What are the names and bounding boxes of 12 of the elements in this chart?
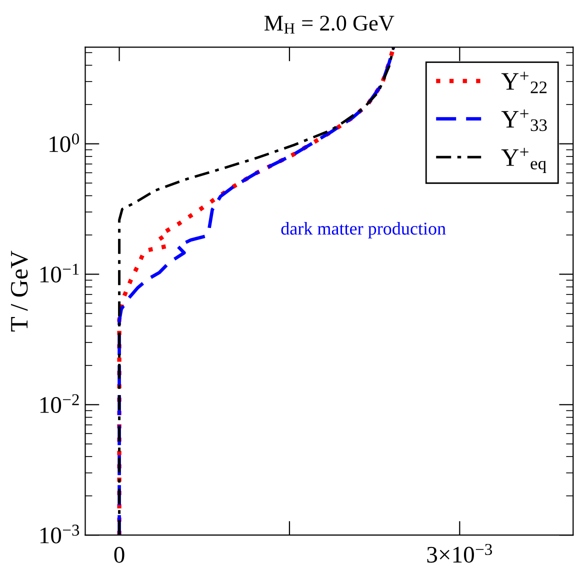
y-tick-label: 10$^{−2}$ [40, 394, 79, 413]
y-tick-label: 10$^{0}$ [50, 133, 79, 152]
y-tick-label: 10$^{−1}$ [40, 264, 79, 283]
y-tick-label: 10$^{−3}$ [40, 524, 80, 544]
x-tick-label: 3×10$^{−3}$ [427, 544, 492, 563]
annotation: dark matter production [281, 222, 446, 238]
chart-title: M$_{H}$ = 2.0 GeV [264, 16, 394, 34]
x-tick-label: 0 [114, 546, 124, 563]
legend-label: Y$^{+}$$_{33}$ [501, 110, 547, 132]
legend-label: Y$^{+}$$_{22}$ [501, 72, 547, 94]
legend-label: Y$^{+}$$_{eq}$ [501, 148, 546, 173]
y-axis-title: T / GeV [10, 250, 28, 332]
